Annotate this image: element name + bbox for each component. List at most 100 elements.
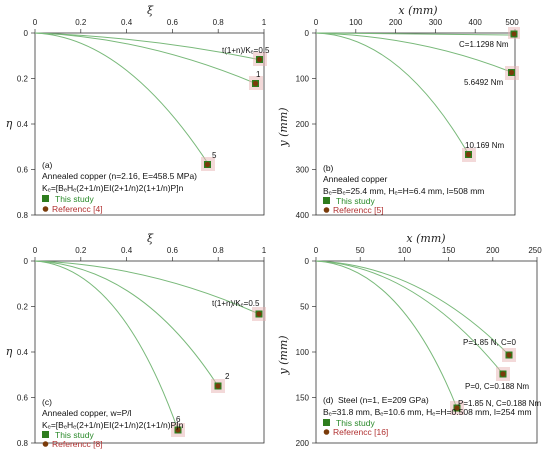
legend-study-swatch xyxy=(323,419,330,426)
panel-c: 0 0.2 0.4 0.6 0.8 1 ξ 0 0.2 0.4 0.6 0.8 … xyxy=(6,232,267,449)
reference-marker xyxy=(252,80,259,87)
x-tick-label: 100 xyxy=(349,18,363,27)
y-tick-label: 150 xyxy=(296,394,310,403)
legend-reference-label: Referencc [4] xyxy=(52,204,103,214)
x-tick-label: 1 xyxy=(262,18,267,27)
y-tick-label: 400 xyxy=(296,211,310,220)
dimension-text: Bₑ=31.8 mm, Bₑ=10.6 mm, Hₑ=H=0.508 mm, l… xyxy=(323,407,532,417)
reference-marker xyxy=(508,69,515,76)
curve-annotation: t(1+n)/Kₑ=0.5 xyxy=(212,299,260,308)
x-ticks xyxy=(315,29,516,33)
y-tick-label: 0.6 xyxy=(17,166,29,175)
x-tick-label: 50 xyxy=(356,246,365,255)
curve-series-1 xyxy=(34,260,260,315)
curve-annotation: C=1.1298 Nm xyxy=(459,40,509,49)
x-tick-label: 200 xyxy=(389,18,403,27)
y-ticks xyxy=(312,260,316,444)
curve-series-3 xyxy=(34,260,179,431)
curve-annotation: 5.6492 Nm xyxy=(464,78,503,87)
x-tick-label: 250 xyxy=(528,246,542,255)
curve-series-3 xyxy=(315,260,458,409)
x-axis-label: x (mm) xyxy=(406,232,445,245)
x-tick-label: 1 xyxy=(262,246,267,255)
y-tick-label: 0.4 xyxy=(17,348,29,357)
legend-reference-swatch xyxy=(323,429,330,435)
x-tick-label: 0.2 xyxy=(75,18,87,27)
legend-study-label: This study xyxy=(55,430,94,440)
y-tick-label: 0.2 xyxy=(17,303,29,312)
legend-study-swatch xyxy=(42,431,49,438)
x-ticks xyxy=(34,257,265,261)
x-tick-label: 0.4 xyxy=(121,246,133,255)
reference-marker xyxy=(215,383,221,389)
y-tick-label: 100 xyxy=(296,75,310,84)
panel-letter: (c) xyxy=(42,397,52,407)
x-tick-label: 0.4 xyxy=(121,18,133,27)
y-ticks xyxy=(31,32,35,216)
curve-series-2 xyxy=(34,260,219,387)
y-tick-label: 100 xyxy=(296,348,310,357)
x-axis-label: ξ xyxy=(147,232,154,245)
x-tick-label: 0.8 xyxy=(213,18,225,27)
x-ticks xyxy=(34,29,265,33)
reference-marker xyxy=(506,352,512,358)
y-tick-label: 0 xyxy=(305,257,310,266)
legend-study-label: This study xyxy=(55,194,94,204)
x-tick-label: 0 xyxy=(314,246,319,255)
legend-reference-label: Referencc [16] xyxy=(333,427,388,437)
x-tick-label: 0.2 xyxy=(75,246,87,255)
x-tick-label: 0 xyxy=(314,18,319,27)
y-tick-label: 0 xyxy=(24,29,29,38)
curve-annotation: 5 xyxy=(212,151,217,160)
panel-b: 0 100 200 300 400 500 x (mm) 0 100 200 3… xyxy=(277,4,520,220)
x-tick-label: 0.8 xyxy=(213,246,225,255)
material-text: Annealed copper xyxy=(323,174,387,184)
legend-reference-swatch xyxy=(42,206,49,212)
curve-annotation: t(1+n)/Kₑ=0.5 xyxy=(222,46,270,55)
reference-marker xyxy=(256,311,262,317)
curve-series-3 xyxy=(315,32,470,156)
panel-letter: (a) xyxy=(42,160,53,170)
curve-series-1 xyxy=(315,260,510,356)
panel-d: 0 50 100 150 200 250 x (mm) 0 50 100 150… xyxy=(277,232,542,448)
x-tick-label: 150 xyxy=(442,246,456,255)
curve-annotation: 10.169 Nm xyxy=(465,141,504,150)
y-ticks xyxy=(31,260,35,444)
y-tick-label: 0.6 xyxy=(17,394,29,403)
curve-series-2 xyxy=(34,32,258,85)
curve-series-1 xyxy=(315,32,515,36)
curve-series-2 xyxy=(315,260,504,375)
legend-reference-label: Referencc [5] xyxy=(333,205,384,215)
curve-annotation: P=1.85 N, C=0 xyxy=(463,338,516,347)
y-tick-label: 0 xyxy=(305,29,310,38)
formula-text: Kₑ=[BₑHₑ(2+1/n)EI(2+1/n)2(1+1/n)P]n xyxy=(42,420,184,430)
formula-text: Kₑ=[BₑHₑ(2+1/n)EI(2+1/n)2(1+1/n)P]n xyxy=(42,183,184,193)
y-axis-label: y (mm) xyxy=(277,107,290,147)
panel-letter: (d) xyxy=(323,395,334,405)
x-ticks xyxy=(315,257,538,261)
x-tick-label: 300 xyxy=(429,18,443,27)
y-tick-label: 0.8 xyxy=(17,439,29,448)
reference-marker xyxy=(511,31,517,37)
y-axis-label: η xyxy=(6,117,13,130)
y-tick-label: 200 xyxy=(296,120,310,129)
reference-marker xyxy=(500,371,506,377)
x-tick-label: 200 xyxy=(486,246,500,255)
x-tick-label: 0.6 xyxy=(167,18,179,27)
material-text: Steel (n=1, E=209 GPa) xyxy=(338,395,429,405)
curve-annotation: P=1.85 N, C=0.188 Nm xyxy=(458,399,541,408)
y-axis-label: η xyxy=(6,345,13,358)
curve-annotation: 2 xyxy=(225,372,230,381)
material-text: Annealed copper (n=2.16, E=458.5 MPa) xyxy=(42,171,197,181)
curve-annotation: 6 xyxy=(176,415,181,424)
x-tick-label: 0 xyxy=(33,246,38,255)
legend-study-swatch xyxy=(42,195,49,202)
y-tick-label: 300 xyxy=(296,166,310,175)
x-tick-label: 100 xyxy=(398,246,412,255)
legend-study-swatch xyxy=(323,197,330,204)
reference-marker xyxy=(204,161,211,168)
reference-marker xyxy=(256,56,263,63)
y-tick-label: 200 xyxy=(296,439,310,448)
y-tick-label: 50 xyxy=(300,303,309,312)
